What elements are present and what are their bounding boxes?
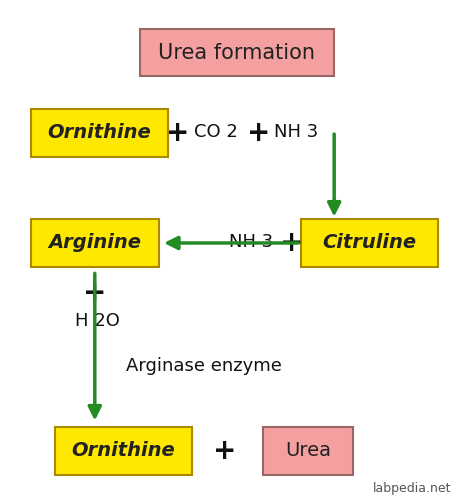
Text: Urea formation: Urea formation: [158, 43, 316, 63]
Text: Citruline: Citruline: [323, 233, 417, 253]
Text: NH 3: NH 3: [274, 123, 319, 141]
Text: Arginine: Arginine: [48, 233, 141, 253]
Text: CO 2: CO 2: [194, 123, 237, 141]
Text: +: +: [166, 119, 190, 147]
FancyBboxPatch shape: [263, 427, 353, 475]
Text: +: +: [213, 437, 237, 465]
FancyBboxPatch shape: [140, 29, 334, 76]
Text: NH 3: NH 3: [229, 233, 273, 251]
Text: Urea: Urea: [285, 441, 331, 460]
Text: Arginase enzyme: Arginase enzyme: [126, 357, 282, 375]
Text: Ornithine: Ornithine: [48, 123, 151, 142]
FancyBboxPatch shape: [31, 219, 159, 267]
Text: +: +: [246, 119, 270, 147]
Text: Ornithine: Ornithine: [72, 441, 175, 460]
FancyBboxPatch shape: [301, 219, 438, 267]
Text: H 2O: H 2O: [75, 312, 119, 330]
FancyBboxPatch shape: [31, 109, 168, 157]
Text: +: +: [280, 229, 303, 257]
FancyBboxPatch shape: [55, 427, 192, 475]
Text: +: +: [83, 279, 107, 307]
Text: labpedia.net: labpedia.net: [373, 482, 452, 495]
